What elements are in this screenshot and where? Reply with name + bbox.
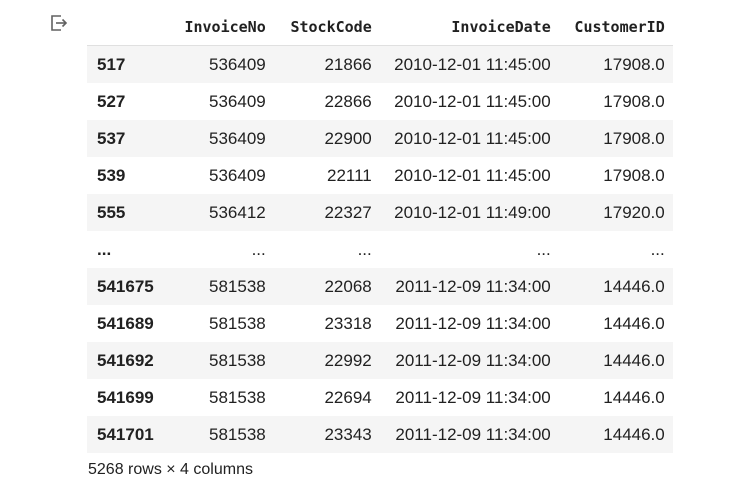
- cell-customerid: 14446.0: [603, 387, 665, 407]
- cell-customerid: 14446.0: [603, 276, 665, 296]
- output-redirect-icon[interactable]: [49, 13, 69, 33]
- column-header: StockCode: [273, 9, 380, 46]
- header-row: InvoiceNo StockCode InvoiceDate Customer…: [87, 9, 673, 46]
- cell-invoiceno: 581538: [209, 276, 266, 296]
- cell-invoiceno: 536412: [209, 202, 266, 222]
- cell-invoiceno: 581538: [209, 313, 266, 333]
- cell-invoicedate: ...: [536, 239, 551, 259]
- cell-customerid: ...: [650, 239, 665, 259]
- table-row: 541699 581538 22694 2011-12-09 11:34:00 …: [87, 379, 673, 416]
- table-row: 555 536412 22327 2010-12-01 11:49:00 179…: [87, 194, 673, 231]
- row-index: 555: [97, 202, 126, 222]
- cell-invoiceno: 536409: [209, 165, 266, 185]
- table-row: 537 536409 22900 2010-12-01 11:45:00 179…: [87, 120, 673, 157]
- table-row: 541689 581538 23318 2011-12-09 11:34:00 …: [87, 305, 673, 342]
- cell-customerid: 17908.0: [603, 54, 665, 74]
- cell-invoicedate: 2011-12-09 11:34:00: [395, 350, 551, 370]
- cell-invoiceno: 536409: [209, 54, 266, 74]
- cell-invoicedate: 2011-12-09 11:34:00: [395, 387, 551, 407]
- cell-stockcode: 22866: [324, 91, 372, 111]
- row-index: 527: [97, 91, 126, 111]
- cell-customerid: 14446.0: [603, 424, 665, 444]
- ellipsis-row: ... ... ... ... ...: [87, 231, 673, 268]
- cell-stockcode: 23343: [324, 424, 372, 444]
- cell-stockcode: 23318: [324, 313, 372, 333]
- column-header: CustomerID: [558, 9, 673, 46]
- row-index: 537: [97, 128, 126, 148]
- row-index: 541675: [97, 276, 154, 296]
- table-row: 541692 581538 22992 2011-12-09 11:34:00 …: [87, 342, 673, 379]
- row-index: ...: [97, 239, 112, 259]
- row-index: 517: [97, 54, 126, 74]
- cell-invoicedate: 2010-12-01 11:45:00: [394, 54, 551, 74]
- cell-invoiceno: 581538: [209, 387, 266, 407]
- cell-customerid: 14446.0: [603, 313, 665, 333]
- cell-customerid: 14446.0: [603, 350, 665, 370]
- column-header: InvoiceDate: [379, 9, 559, 46]
- cell-stockcode: ...: [357, 239, 372, 259]
- cell-invoicedate: 2011-12-09 11:34:00: [395, 313, 551, 333]
- cell-invoicedate: 2011-12-09 11:34:00: [395, 276, 551, 296]
- table-row: 539 536409 22111 2010-12-01 11:45:00 179…: [87, 157, 673, 194]
- cell-invoicedate: 2010-12-01 11:45:00: [394, 165, 551, 185]
- cell-stockcode: 22327: [324, 202, 372, 222]
- cell-invoiceno: ...: [251, 239, 266, 259]
- cell-invoicedate: 2010-12-01 11:45:00: [394, 128, 551, 148]
- cell-stockcode: 22992: [324, 350, 372, 370]
- cell-customerid: 17908.0: [603, 165, 665, 185]
- cell-stockcode: 22900: [324, 128, 372, 148]
- cell-invoicedate: 2010-12-01 11:49:00: [394, 202, 551, 222]
- cell-stockcode: 22068: [324, 276, 372, 296]
- cell-stockcode: 22694: [324, 387, 372, 407]
- cell-invoicedate: 2011-12-09 11:34:00: [395, 424, 551, 444]
- row-index: 541701: [97, 424, 154, 444]
- row-index: 541692: [97, 350, 154, 370]
- row-index: 541699: [97, 387, 154, 407]
- cell-invoicedate: 2010-12-01 11:45:00: [394, 91, 551, 111]
- cell-customerid: 17908.0: [603, 128, 665, 148]
- column-header: InvoiceNo: [171, 9, 274, 46]
- cell-stockcode: 22111: [326, 165, 372, 185]
- dataframe-table: InvoiceNo StockCode InvoiceDate Customer…: [87, 9, 673, 453]
- row-index: 539: [97, 165, 126, 185]
- dataframe-output: InvoiceNo StockCode InvoiceDate Customer…: [87, 9, 673, 453]
- cell-customerid: 17920.0: [603, 202, 665, 222]
- table-row: 527 536409 22866 2010-12-01 11:45:00 179…: [87, 83, 673, 120]
- cell-invoiceno: 536409: [209, 91, 266, 111]
- table-row: 517 536409 21866 2010-12-01 11:45:00 179…: [87, 45, 673, 83]
- cell-customerid: 17908.0: [603, 91, 665, 111]
- cell-invoiceno: 581538: [209, 424, 266, 444]
- cell-stockcode: 21866: [324, 54, 372, 74]
- cell-invoiceno: 536409: [209, 128, 266, 148]
- cell-invoiceno: 581538: [209, 350, 266, 370]
- table-row: 541701 581538 23343 2011-12-09 11:34:00 …: [87, 416, 673, 453]
- row-index: 541689: [97, 313, 154, 333]
- table-row: 541675 581538 22068 2011-12-09 11:34:00 …: [87, 268, 673, 305]
- index-header: [87, 9, 172, 46]
- dataframe-shape-text: 5268 rows × 4 columns: [88, 461, 253, 478]
